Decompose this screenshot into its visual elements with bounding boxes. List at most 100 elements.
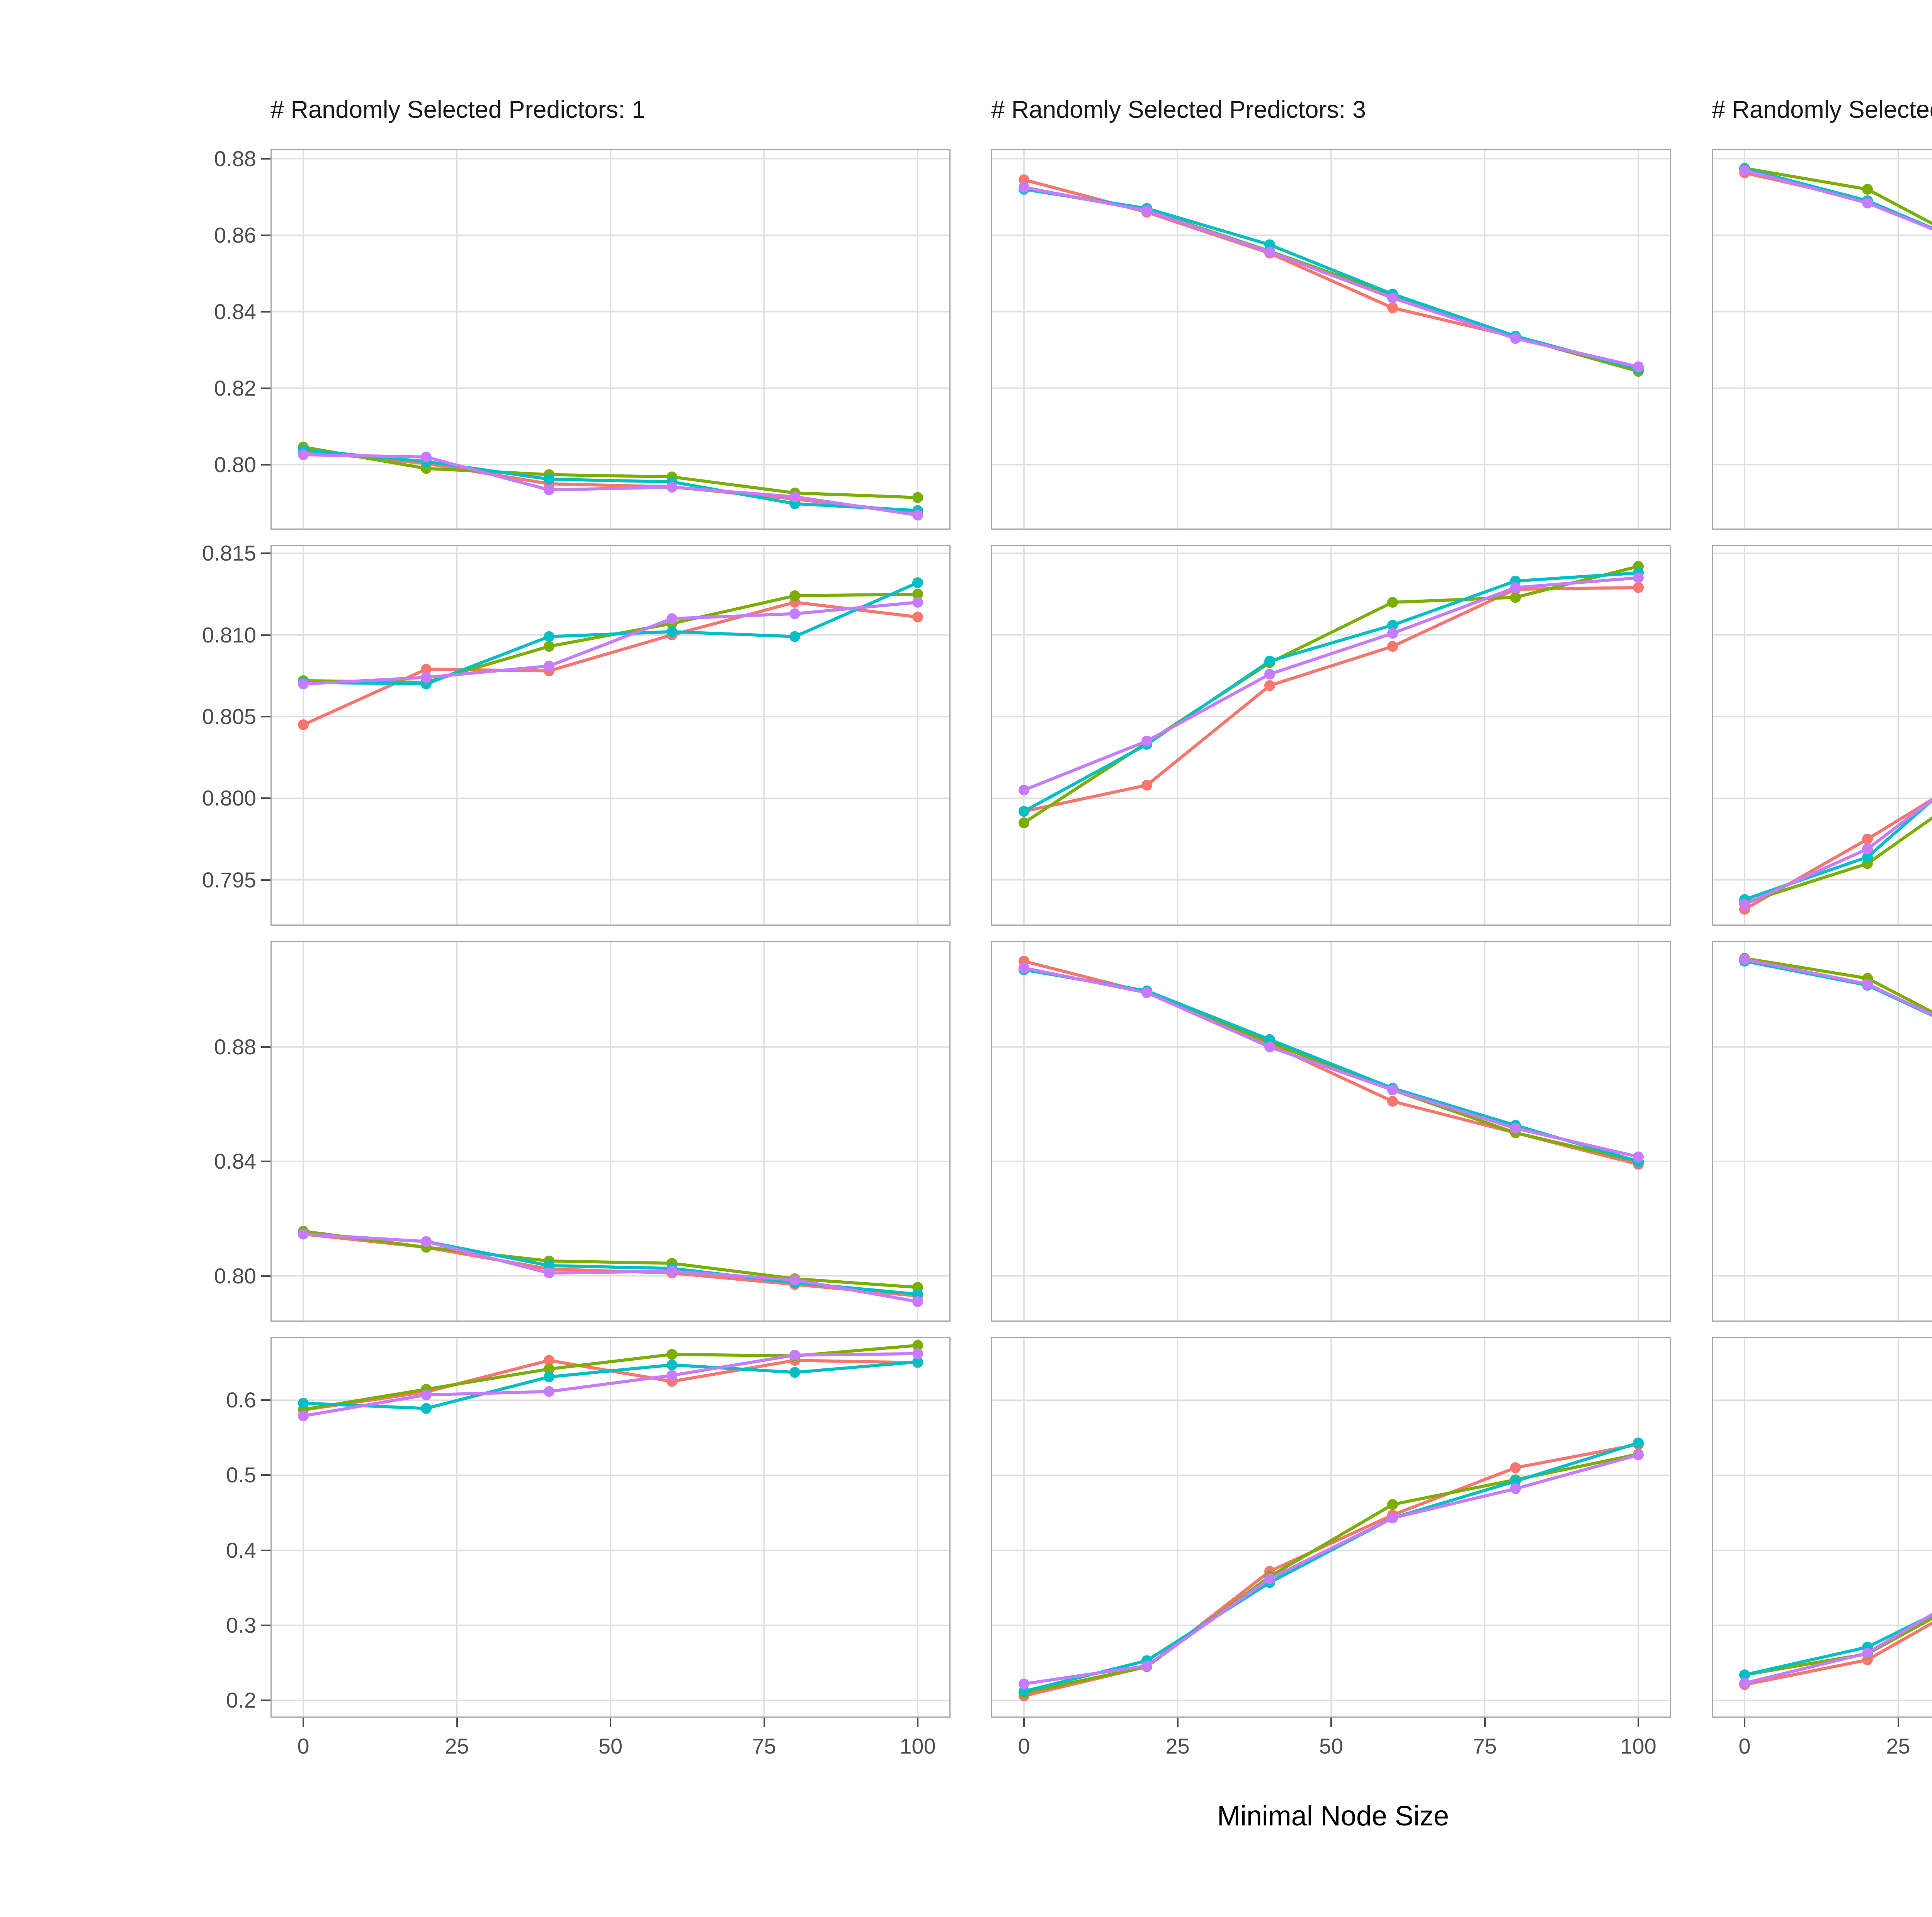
data-point-trees-2000 xyxy=(1739,165,1750,176)
data-point-trees-1500 xyxy=(544,1371,554,1382)
y-tick-mark xyxy=(261,634,270,636)
data-point-trees-2000 xyxy=(1739,899,1750,910)
facet-column-header: # Randomly Selected Predictors: 5 xyxy=(1712,96,1932,123)
y-tick-label: 0.805 xyxy=(202,704,256,729)
series-line-trees-2000 xyxy=(1743,1613,1932,1685)
series-line-trees-1500 xyxy=(302,581,919,686)
panel-border xyxy=(1712,1337,1932,1718)
data-point-trees-1500 xyxy=(544,474,554,485)
data-point-trees-2000 xyxy=(1141,1660,1152,1671)
series-line-trees-2000 xyxy=(1022,966,1640,1159)
data-point-trees-2000 xyxy=(1019,962,1029,974)
series-line-trees-2000 xyxy=(302,453,919,517)
x-tick-mark xyxy=(303,1718,304,1727)
x-tick-mark xyxy=(1638,1718,1639,1727)
data-point-trees-1000 xyxy=(667,1349,677,1360)
data-point-trees-2000 xyxy=(912,597,923,608)
x-tick-mark xyxy=(917,1718,918,1727)
y-tick-label: 0.795 xyxy=(202,867,256,892)
x-tick-label: 75 xyxy=(752,1734,776,1758)
data-point-trees-500 xyxy=(1387,302,1398,313)
data-point-trees-500 xyxy=(1387,641,1398,652)
panel-border xyxy=(991,941,1671,1322)
y-tick-mark xyxy=(261,1549,270,1551)
data-point-trees-1500 xyxy=(1387,620,1398,631)
x-tick-mark xyxy=(1897,1718,1899,1727)
series-line-trees-1500 xyxy=(302,1360,919,1410)
data-point-trees-2000 xyxy=(1510,333,1521,344)
data-point-trees-2000 xyxy=(1264,1042,1275,1053)
data-point-trees-1000 xyxy=(1862,184,1873,195)
data-point-trees-2000 xyxy=(421,672,432,683)
data-point-trees-1500 xyxy=(1264,656,1275,667)
series-line-trees-2000 xyxy=(302,1232,919,1303)
data-point-trees-500 xyxy=(1019,174,1029,185)
x-tick-mark xyxy=(610,1718,611,1727)
series-line-trees-2000 xyxy=(302,1352,919,1417)
series-line-trees-1000 xyxy=(1743,816,1932,904)
panel-spec-1 xyxy=(270,1337,951,1718)
data-point-trees-1000 xyxy=(912,492,923,503)
series-line-trees-500 xyxy=(1022,586,1640,813)
x-tick-label: 0 xyxy=(1738,1734,1751,1758)
data-point-trees-1000 xyxy=(789,590,800,602)
data-point-trees-2000 xyxy=(1387,1513,1398,1524)
y-tick-label: 0.80 xyxy=(214,452,256,477)
y-tick-label: 0.84 xyxy=(214,1149,256,1174)
y-tick-mark xyxy=(261,311,270,313)
x-tick-label: 0 xyxy=(1018,1734,1030,1758)
y-tick-label: 0.88 xyxy=(214,1035,256,1059)
series-line-trees-2000 xyxy=(1022,576,1640,792)
data-point-trees-1500 xyxy=(1739,1669,1750,1681)
series-line-trees-1500 xyxy=(1022,1441,1640,1693)
data-point-trees-500 xyxy=(1510,1462,1521,1473)
data-point-trees-500 xyxy=(912,612,923,623)
data-point-trees-2000 xyxy=(912,1348,923,1359)
data-point-trees-1500 xyxy=(1510,1476,1521,1487)
series-line-trees-1000 xyxy=(1743,957,1932,1014)
data-point-trees-1500 xyxy=(1019,1686,1029,1697)
facet-column-header: # Randomly Selected Predictors: 3 xyxy=(991,96,1366,123)
data-point-trees-2000 xyxy=(1862,843,1873,855)
data-point-trees-500 xyxy=(1387,1096,1398,1107)
y-tick-mark xyxy=(261,464,270,466)
panel-roc_auc-1 xyxy=(270,545,951,926)
data-point-trees-2000 xyxy=(1387,628,1398,639)
data-point-trees-500 xyxy=(1633,582,1644,593)
x-axis-title: Minimal Node Size xyxy=(1217,1801,1449,1832)
data-point-trees-2000 xyxy=(667,1370,677,1381)
data-point-trees-1500 xyxy=(421,1403,432,1414)
panel-spec-3 xyxy=(991,1337,1671,1718)
panel-border xyxy=(1712,941,1932,1322)
data-point-trees-2000 xyxy=(912,1296,923,1307)
y-tick-mark xyxy=(261,552,270,554)
y-tick-mark xyxy=(261,158,270,160)
y-tick-label: 0.82 xyxy=(214,376,256,400)
panel-border xyxy=(1712,149,1932,530)
y-tick-mark xyxy=(261,387,270,389)
panel-spec-5 xyxy=(1712,1337,1932,1718)
data-point-trees-2000 xyxy=(1019,182,1029,193)
x-tick-mark xyxy=(456,1718,458,1727)
x-tick-mark xyxy=(1484,1718,1486,1727)
x-tick-label: 100 xyxy=(1620,1734,1656,1758)
data-point-trees-1500 xyxy=(544,631,554,642)
data-point-trees-2000 xyxy=(1019,1678,1029,1689)
series-line-trees-1500 xyxy=(302,449,919,512)
x-tick-mark xyxy=(1744,1718,1745,1727)
data-point-trees-2000 xyxy=(421,1389,432,1400)
series-line-trees-1500 xyxy=(1743,167,1932,230)
x-tick-label: 75 xyxy=(1473,1734,1497,1758)
data-point-trees-2000 xyxy=(789,1349,800,1361)
data-point-trees-1000 xyxy=(1387,1499,1398,1510)
y-tick-label: 0.88 xyxy=(214,146,256,171)
data-point-trees-2000 xyxy=(789,1274,800,1285)
panel-accuracy-3 xyxy=(991,149,1671,530)
data-point-trees-2000 xyxy=(1633,1450,1644,1461)
series-line-trees-2000 xyxy=(1743,168,1932,231)
series-line-trees-1000 xyxy=(302,445,919,499)
data-point-trees-2000 xyxy=(421,451,432,462)
series-line-trees-2000 xyxy=(1743,798,1932,906)
panel-roc_auc-5 xyxy=(1712,545,1932,926)
y-tick-mark xyxy=(261,1161,270,1162)
